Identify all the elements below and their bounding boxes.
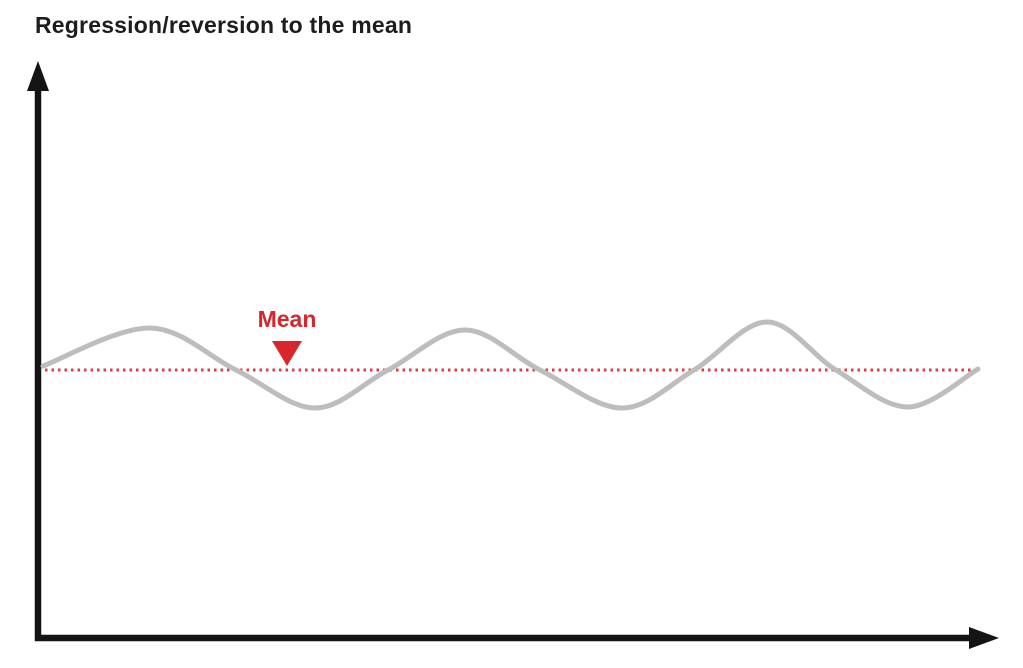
oscillating-curve xyxy=(40,319,981,411)
x-axis-arrowhead-icon xyxy=(969,627,999,649)
chart-title: Regression/reversion to the mean xyxy=(35,12,413,38)
mean-marker-triangle-icon xyxy=(272,341,302,366)
mean-label: Mean xyxy=(257,306,317,332)
y-axis-arrowhead-icon xyxy=(27,61,49,91)
